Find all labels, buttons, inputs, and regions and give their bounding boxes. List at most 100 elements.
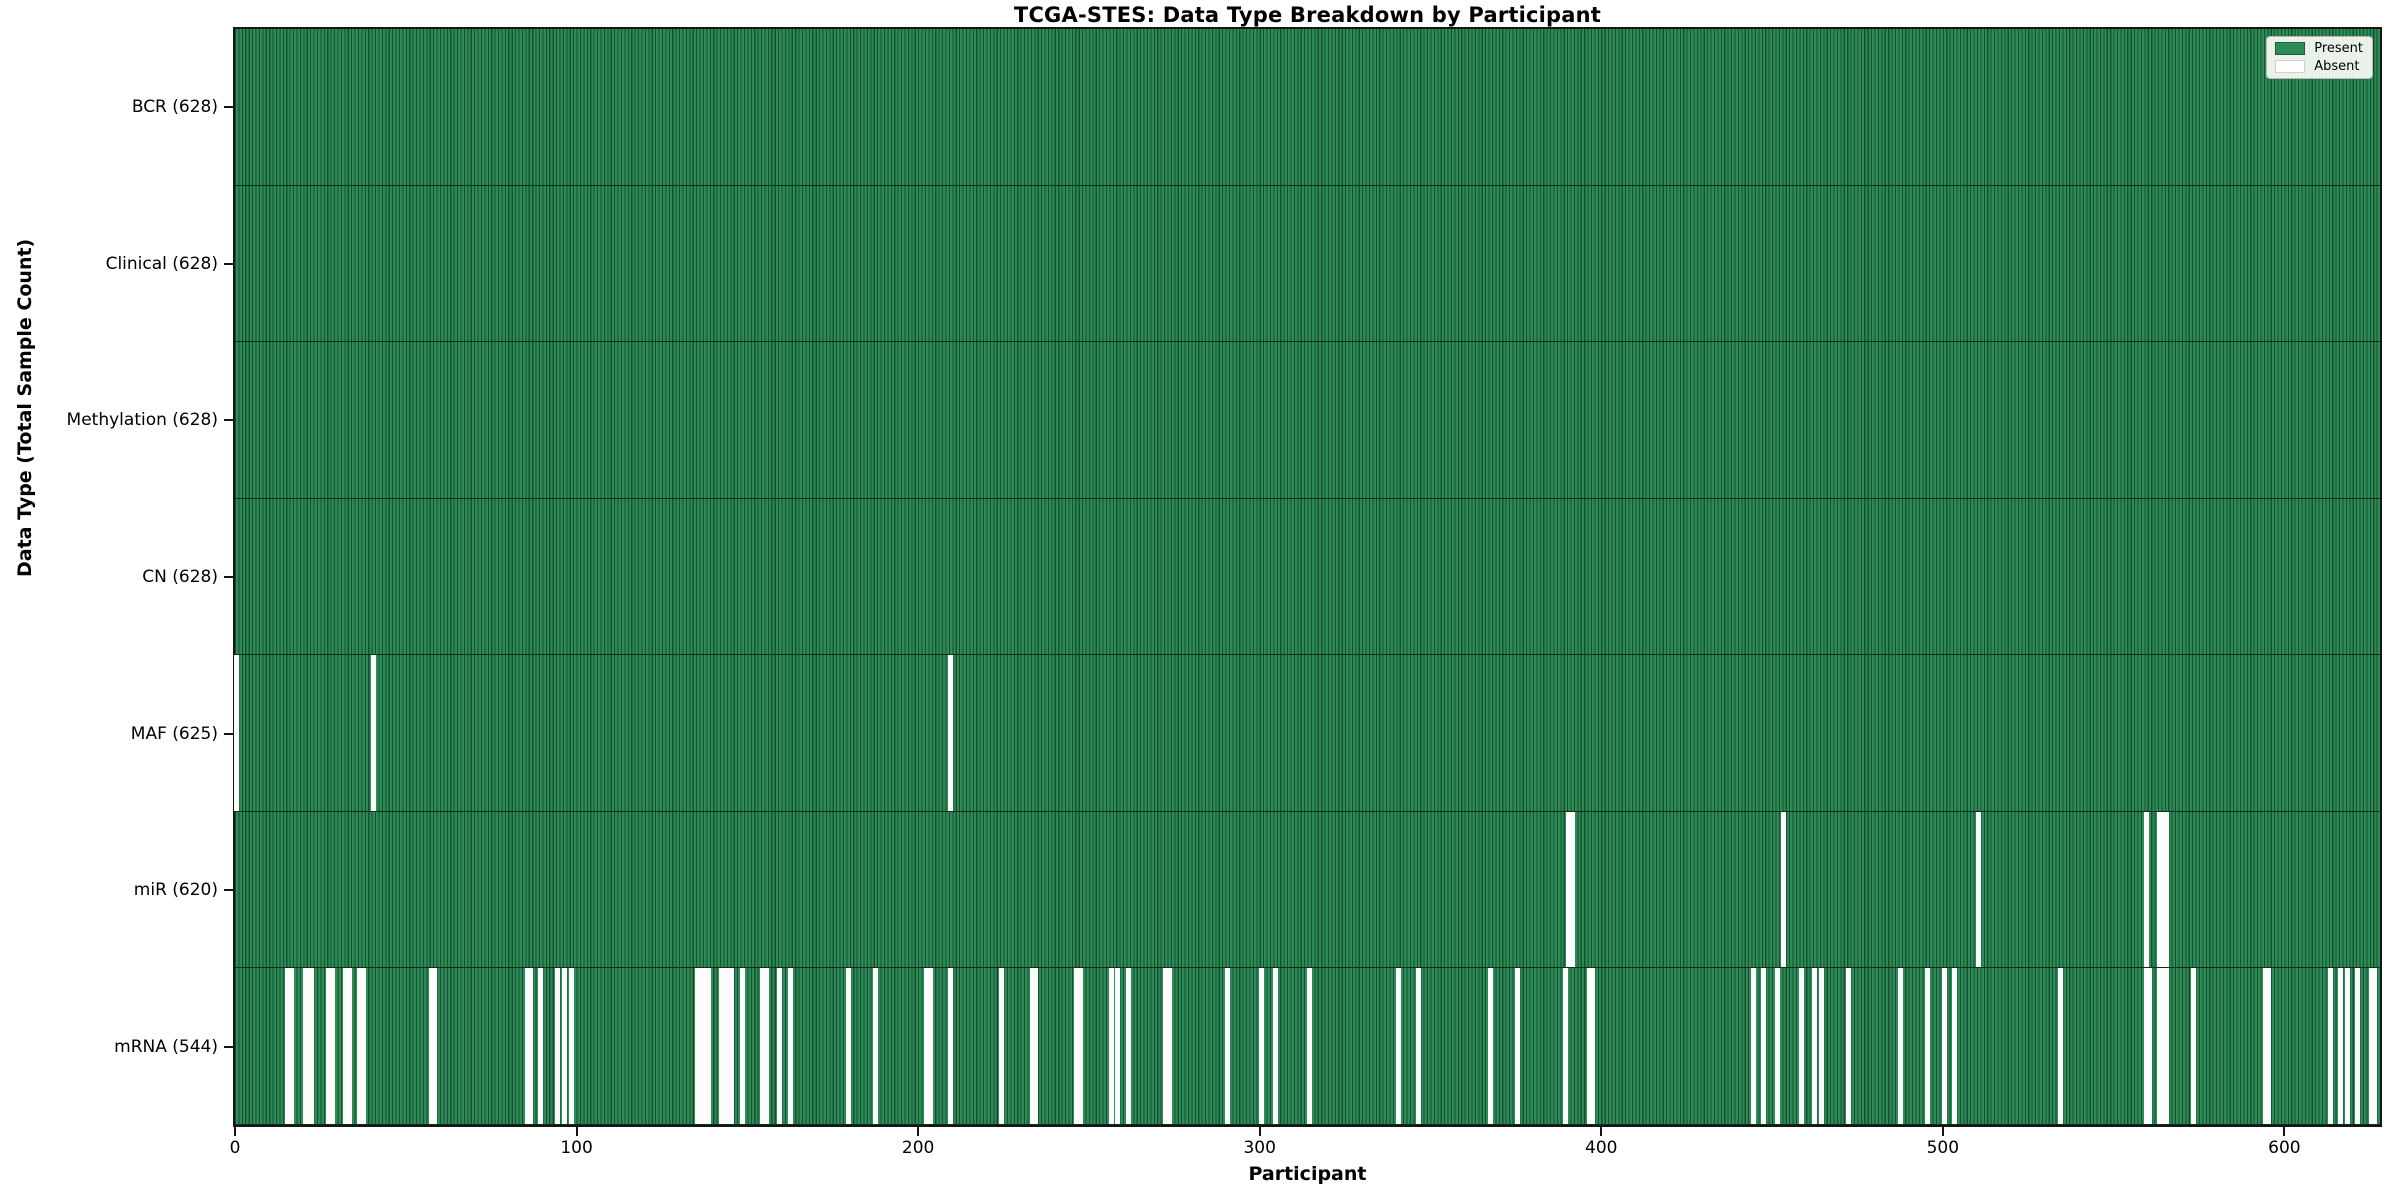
absent-stripe (1125, 968, 1131, 1125)
y-tick-mark (224, 732, 233, 735)
absent-stripe (360, 968, 366, 1125)
y-tick-label-CN: CN (628) (142, 567, 218, 587)
absent-stripe (739, 968, 745, 1125)
absent-stripe (705, 968, 711, 1125)
legend-label: Absent (2314, 59, 2360, 74)
x-tick-label-100: 100 (560, 1138, 593, 1158)
x-tick-mark (1941, 1127, 1944, 1136)
absent-stripe (1812, 968, 1818, 1125)
row-band-Methylation (235, 342, 2380, 499)
row-band-Clinical (235, 185, 2380, 343)
absent-stripe (288, 968, 294, 1125)
row-band-MAF (234, 655, 2380, 812)
absent-stripe (357, 968, 363, 1125)
absent-stripe (1395, 968, 1401, 1125)
y-tick-label-BCR: BCR (628) (131, 97, 218, 118)
absent-stripe (305, 968, 311, 1125)
absent-stripe (1562, 968, 1568, 1125)
absent-stripe (234, 655, 240, 811)
row-band-miR (235, 811, 2380, 969)
absent-stripe (1515, 968, 1521, 1125)
x-tick-mark (917, 1127, 920, 1136)
x-tick-label-300: 300 (1243, 1138, 1276, 1158)
absent-stripe (1760, 968, 1766, 1125)
absent-stripe (719, 968, 725, 1125)
absent-stripe (1774, 968, 1780, 1125)
absent-stripe (777, 968, 783, 1125)
row-band-BCR (235, 29, 2380, 186)
y-tick-mark (224, 106, 233, 109)
absent-stripe (1258, 968, 1264, 1125)
absent-stripe (2143, 811, 2149, 968)
y-tick-mark (224, 262, 233, 265)
absent-stripe (1846, 968, 1852, 1125)
absent-stripe (2327, 968, 2333, 1125)
absent-stripe (729, 968, 735, 1125)
absent-stripe (1566, 811, 1572, 968)
x-tick-mark (2283, 1127, 2286, 1136)
x-tick-mark (1600, 1127, 1603, 1136)
absent-stripe (924, 968, 930, 1125)
chart-title: TCGA-STES: Data Type Breakdown by Partic… (1013, 3, 1602, 27)
absent-stripe (2157, 968, 2163, 1125)
absent-stripe (927, 968, 933, 1125)
absent-stripe (1115, 968, 1121, 1125)
absent-stripe (702, 968, 708, 1125)
absent-stripe (428, 968, 434, 1125)
x-tick-label-600: 600 (2268, 1138, 2301, 1158)
absent-stripe (1224, 968, 1230, 1125)
row-band-CN (235, 498, 2380, 656)
y-tick-label-Clinical: Clinical (628) (105, 253, 218, 274)
legend-entry-present: Present (2275, 42, 2363, 55)
absent-stripe (568, 968, 574, 1125)
absent-stripe (1077, 968, 1083, 1125)
absent-stripe (1487, 968, 1493, 1125)
y-tick-mark (224, 1045, 233, 1048)
absent-stripe (555, 968, 561, 1125)
x-tick-mark (575, 1127, 578, 1136)
absent-stripe (1976, 811, 1982, 968)
x-tick-label-500: 500 (1926, 1138, 1960, 1158)
absent-stripe (1897, 968, 1903, 1125)
absent-stripe (1819, 968, 1825, 1125)
absent-stripe (722, 968, 728, 1125)
absent-stripe (999, 968, 1005, 1125)
absent-stripe (524, 968, 530, 1125)
absent-stripe (2157, 811, 2163, 968)
absent-stripe (326, 968, 332, 1125)
absent-stripe (1750, 968, 1756, 1125)
absent-stripe (285, 968, 291, 1125)
absent-stripe (1074, 968, 1080, 1125)
absent-stripe (1108, 968, 1114, 1125)
y-tick-mark (224, 419, 233, 422)
absent-stripe (695, 968, 701, 1125)
absent-stripe (2160, 968, 2166, 1125)
absent-stripe (1166, 968, 1172, 1125)
absent-stripe (726, 968, 732, 1125)
y-tick-label-mRNA: mRNA (544) (114, 1036, 218, 1057)
absent-stripe (1306, 968, 1312, 1125)
absent-stripe (302, 968, 308, 1125)
absent-stripe (845, 968, 851, 1125)
absent-stripe (432, 968, 438, 1125)
absent-stripe (346, 968, 352, 1125)
absent-stripe (2266, 968, 2272, 1125)
absent-stripe (2146, 968, 2152, 1125)
y-tick-label-Methylation: Methylation (628) (66, 410, 218, 431)
legend-swatch-icon (2275, 42, 2306, 55)
absent-stripe (527, 968, 533, 1125)
absent-stripe (538, 968, 544, 1125)
absent-stripe (2058, 968, 2064, 1125)
absent-stripe (698, 968, 704, 1125)
absent-stripe (2355, 968, 2361, 1125)
absent-stripe (1569, 811, 1575, 968)
legend-label: Present (2314, 41, 2363, 56)
y-tick-label-miR: miR (620) (133, 880, 218, 901)
absent-stripe (948, 655, 954, 811)
absent-stripe (1924, 968, 1930, 1125)
absent-stripe (787, 968, 793, 1125)
x-tick-label-0: 0 (229, 1138, 241, 1158)
absent-stripe (329, 968, 335, 1125)
absent-stripe (763, 968, 769, 1125)
